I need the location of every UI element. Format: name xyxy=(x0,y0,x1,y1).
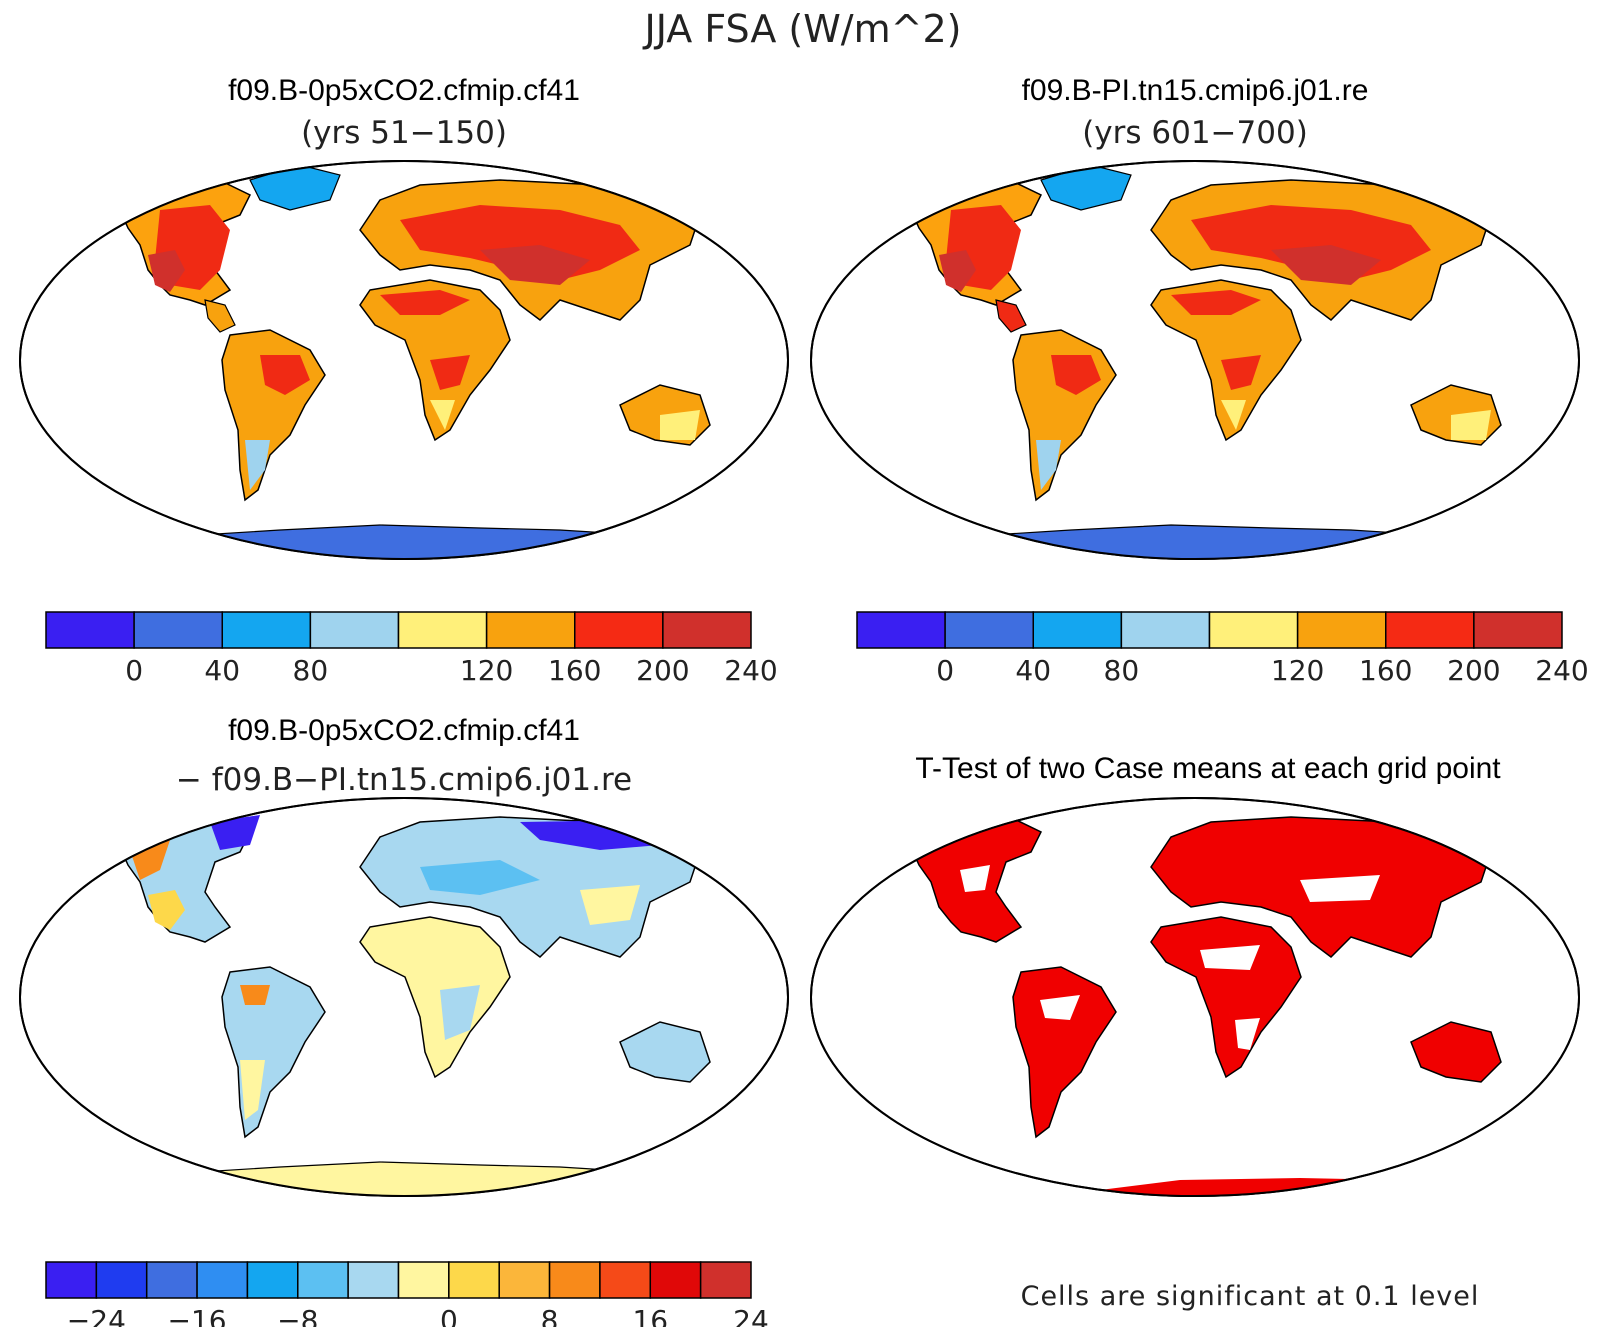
colorbar-difference: −24 −16 −8 0 8 16 24 xyxy=(45,1261,769,1327)
map-case1-land xyxy=(99,164,722,559)
colorbar-tick-label: 240 xyxy=(1535,654,1588,687)
colorbar-swatch xyxy=(662,611,752,649)
colorbar-tick-label: 80 xyxy=(293,654,329,687)
colorbar-tick-label: 200 xyxy=(1447,654,1500,687)
colorbar-tick-label: 160 xyxy=(548,654,601,687)
colorbar-swatch xyxy=(297,1261,349,1299)
panel-diff-title: f09.B-0p5xCO2.cfmip.cf41 xyxy=(228,714,580,747)
colorbar-swatch xyxy=(485,611,576,649)
colorbar-swatch xyxy=(1208,611,1299,649)
colorbar-tick-label: 40 xyxy=(1015,654,1051,687)
colorbar-swatch xyxy=(649,1261,702,1299)
colorbar-swatch xyxy=(448,1261,500,1299)
colorbar-swatch xyxy=(397,1261,450,1299)
colorbar-swatch xyxy=(133,611,223,649)
map-case2 xyxy=(810,160,1580,560)
panel-case1-title: f09.B-0p5xCO2.cfmip.cf41 xyxy=(228,74,580,107)
colorbar-swatch xyxy=(1385,611,1475,649)
colorbar-tick-label: 40 xyxy=(204,654,240,687)
colorbar-swatch xyxy=(221,611,312,649)
colorbar-swatch xyxy=(246,1261,299,1299)
panel-case2-years: (yrs 601−700) xyxy=(1082,115,1308,151)
colorbar-swatch xyxy=(944,611,1034,649)
colorbar-tick-label: 80 xyxy=(1104,654,1140,687)
colorbar-tick-label: 200 xyxy=(636,654,689,687)
figure-title: JJA FSA (W/m^2) xyxy=(643,7,962,51)
panel-diff-subtitle: − f09.B−PI.tn15.cmip6.j01.re xyxy=(176,762,632,798)
map-case1 xyxy=(19,160,789,560)
colorbar-case1: 0 40 80 120 160 200 240 xyxy=(45,611,778,687)
colorbar-swatch xyxy=(45,611,135,649)
colorbar-tick-label: −16 xyxy=(168,1304,227,1327)
colorbar-swatch xyxy=(1120,611,1211,649)
colorbar-tick-label: 240 xyxy=(724,654,777,687)
colorbar-swatch xyxy=(599,1261,652,1299)
colorbar-tick-label: 8 xyxy=(541,1304,559,1327)
colorbar-case2: 0 40 80 120 160 200 240 xyxy=(856,611,1589,687)
colorbar-swatch xyxy=(347,1261,400,1299)
colorbar-swatch xyxy=(397,611,488,649)
panel-ttest-title: T-Test of two Case means at each grid po… xyxy=(915,752,1501,785)
colorbar-swatch xyxy=(574,611,664,649)
colorbar-swatch xyxy=(45,1261,98,1299)
map-ttest-significant-cells xyxy=(910,814,1520,1196)
colorbar-swatch xyxy=(145,1261,198,1299)
colorbar-swatch xyxy=(95,1261,148,1299)
colorbar-tick-label: 0 xyxy=(440,1304,458,1327)
colorbar-swatch xyxy=(1473,611,1563,649)
colorbar-swatch xyxy=(309,611,400,649)
colorbar-tick-label: −8 xyxy=(277,1304,318,1327)
colorbar-swatch xyxy=(196,1261,249,1299)
colorbar-tick-label: 120 xyxy=(460,654,513,687)
colorbar-swatch xyxy=(1296,611,1387,649)
colorbar-swatch xyxy=(1032,611,1123,649)
colorbar-tick-label: 0 xyxy=(125,654,143,687)
significance-footnote: Cells are significant at 0.1 level xyxy=(1021,1281,1480,1312)
map-ttest xyxy=(810,797,1580,1197)
colorbar-tick-label: 120 xyxy=(1271,654,1324,687)
colorbar-tick-label: 24 xyxy=(733,1304,769,1327)
colorbar-tick-label: −24 xyxy=(67,1304,126,1327)
colorbar-swatch xyxy=(498,1261,551,1299)
colorbar-swatch xyxy=(699,1261,752,1299)
map-diff xyxy=(19,797,789,1197)
colorbar-tick-label: 16 xyxy=(632,1304,668,1327)
panel-case1-years: (yrs 51−150) xyxy=(301,115,507,151)
colorbar-tick-label: 0 xyxy=(936,654,954,687)
map-diff-land xyxy=(99,814,722,1196)
colorbar-swatch xyxy=(548,1261,601,1299)
colorbar-tick-label: 160 xyxy=(1359,654,1412,687)
panel-case2-title: f09.B-PI.tn15.cmip6.j01.re xyxy=(1022,74,1369,107)
colorbar-swatch xyxy=(856,611,946,649)
